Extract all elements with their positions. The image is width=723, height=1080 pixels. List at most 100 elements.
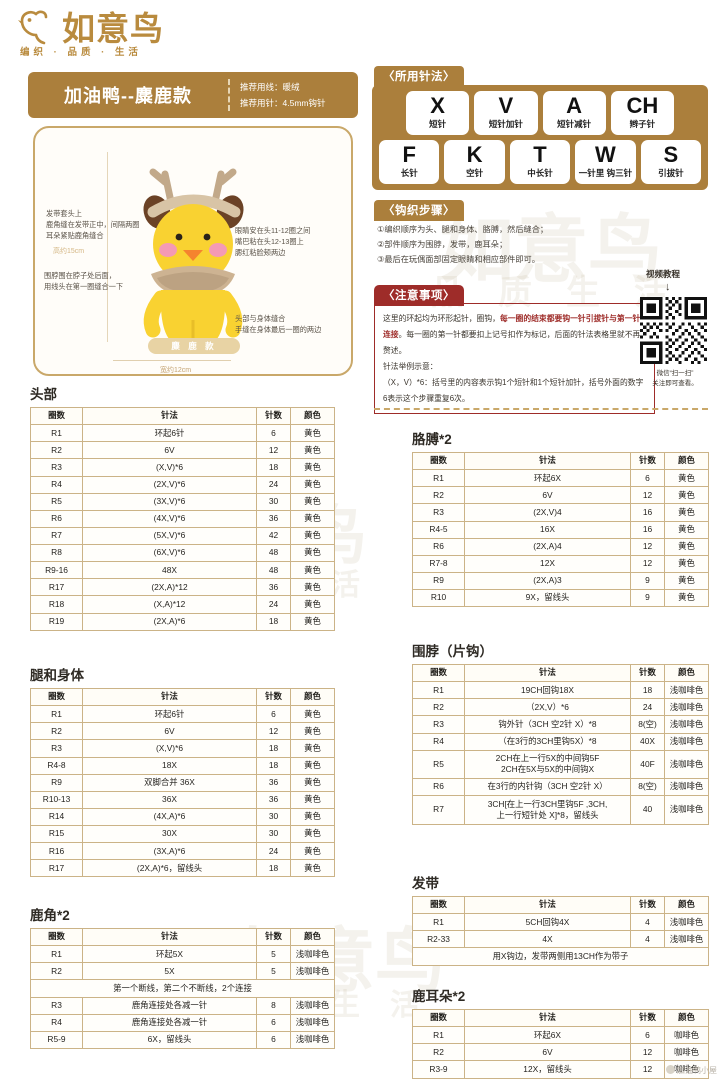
cell-color: 黄色 — [290, 578, 335, 597]
table-row: R9 双脚合并 36X 36 黄色 — [30, 773, 335, 792]
cell-round: R1 — [412, 1026, 465, 1045]
cell-round: R2-33 — [412, 930, 465, 949]
table-row: R4 鹿角连接处各减一针 6 浅咖啡色 — [30, 1013, 335, 1032]
cell-round: R3-9 — [412, 1060, 465, 1079]
cell-round: R2 — [30, 962, 83, 981]
cell-round: R19 — [30, 612, 83, 631]
cell-color: 黄色 — [290, 561, 335, 580]
cell-stitch: 12X — [464, 554, 631, 573]
note-paragraph-1: 这里的环起均为环形起针，圈钩，每一圈的结束都要钩一针引拔针与第一针连接。每一圈的… — [383, 314, 641, 355]
annotation-collar: 围脖围在脖子处后面， 用线头在第一圈缝合一下 — [44, 271, 124, 292]
cell-color: 浅咖啡色 — [664, 681, 709, 700]
cell-stitch: 36X — [82, 790, 257, 809]
table-row: R7 3CH[在上一行3CH里钩5F ,3CH, 上一行短针处 X]*8，留线头 4… — [412, 795, 709, 825]
table-row: R10 9X，留线头 9 黄色 — [412, 588, 709, 608]
cell-stitch: (4X,V)*6 — [82, 509, 257, 528]
cell-stitch: 48X — [82, 561, 257, 580]
yarn-recommendation: 推荐用线：暖绒 — [240, 81, 300, 92]
cell-count: 24 — [256, 842, 291, 861]
legend-heading-tab: 〈所用针法〉 — [374, 66, 464, 87]
cell-color: 黄色 — [664, 503, 709, 522]
cell-count: 42 — [256, 526, 291, 546]
table-row: R2 （2X,V）*6 24 浅咖啡色 — [412, 698, 709, 717]
stitch-symbol: S — [663, 142, 679, 168]
cell-color: 浅咖啡色 — [664, 778, 709, 797]
step-item: ②部件顺序为围脖，发带，鹿耳朵； — [377, 240, 508, 250]
table-row: R1 环起6X 6 咖啡色 — [412, 1026, 709, 1045]
table-row: R8 (6X,V)*6 48 黄色 — [30, 543, 335, 563]
cell-round: R15 — [30, 824, 83, 844]
pattern-table: 圈数 针法 针数 颜色 R1 环起6针 6 黄色 R2 6V 12 黄色 R3 (X,V)*6 18 黄色 R4… — [30, 406, 335, 631]
cell-color: 咖啡色 — [664, 1060, 709, 1079]
cell-stitch: 6X，留线头 — [82, 1030, 257, 1049]
brand-tagline: 编织 · 品质 · 生活 — [20, 47, 142, 58]
cell-count: 12 — [630, 1060, 665, 1079]
cell-stitch: 19CH回钩18X — [464, 681, 631, 700]
table-row: R2 6V 12 黄色 — [412, 486, 709, 505]
cell-round: R10-13 — [30, 790, 83, 809]
cell-round: R5-9 — [30, 1030, 83, 1049]
table-row: R1 环起6针 6 黄色 — [30, 705, 335, 724]
down-arrow-icon: ↓ — [665, 281, 671, 293]
table-title: 胳膊*2 — [412, 432, 452, 447]
cell-round: R1 — [412, 469, 465, 488]
cell-color: 黄色 — [290, 543, 335, 563]
cell-count: 40X — [630, 732, 665, 751]
table-row: R2 5X 5 浅咖啡色 — [30, 962, 335, 981]
table-header-row: 圈数 针法 针数 颜色 — [30, 406, 335, 426]
table-row: R1 环起6X 6 黄色 — [412, 469, 709, 488]
cell-color: 黄色 — [290, 807, 335, 827]
cell-color: 黄色 — [290, 824, 335, 844]
table-row: R4-5 16X 16 黄色 — [412, 520, 709, 539]
table-row: R1 环起5X 5 浅咖啡色 — [30, 945, 335, 964]
cell-stitch: 4X — [464, 930, 631, 949]
stitch-label: 一针里 钩三针 — [578, 168, 633, 179]
cell-round: R1 — [412, 681, 465, 700]
product-photo-card: 发带套头上 鹿角缝在发带正中，间隔两圈 耳朵紧贴鹿角缝合 围脖围在脖子处后面， … — [33, 126, 353, 376]
cell-stitch: 双脚合并 36X — [82, 773, 257, 792]
table-row: R1 5CH回钩4X 4 浅咖啡色 — [412, 913, 709, 932]
cell-count: 24 — [256, 595, 291, 614]
table-row: R3-9 12X，留线头 12 咖啡色 — [412, 1060, 709, 1079]
cell-count: 12 — [630, 486, 665, 505]
width-dimension-line — [113, 360, 231, 361]
cell-color: 黄色 — [290, 790, 335, 809]
table-title: 围脖（片钩） — [412, 644, 493, 659]
column-header: 针法 — [464, 451, 631, 471]
cell-round: R9 — [30, 773, 83, 792]
legend-item-v: V 短针加针 — [474, 91, 538, 135]
pattern-table: 圈数 针法 针数 颜色 R1 环起6X 6 咖啡色 R2 6V 12 咖啡色 R3-9 12X，留线头 12… — [412, 1008, 709, 1079]
table-row: R5-9 6X，留线头 6 浅咖啡色 — [30, 1030, 335, 1049]
cell-color: 黄色 — [290, 739, 335, 758]
column-header: 针法 — [82, 406, 257, 426]
cell-count: 48 — [256, 543, 291, 563]
cell-count: 6 — [630, 469, 665, 488]
cell-round: R6 — [30, 509, 83, 528]
cell-color: 黄色 — [290, 773, 335, 792]
cell-count: 12 — [630, 554, 665, 573]
cell-round: R3 — [30, 458, 83, 477]
cell-count: 6 — [256, 424, 291, 443]
cell-round: R3 — [412, 715, 465, 734]
legend-item-x: X 短针 — [406, 91, 470, 135]
cell-color: 黄色 — [664, 469, 709, 488]
cell-color: 浅咖啡色 — [664, 715, 709, 734]
qr-code-icon[interactable] — [640, 297, 707, 364]
dimension-height-label: 高约15cm — [53, 248, 85, 255]
column-header: 圈数 — [30, 927, 83, 947]
cell-count: 4 — [630, 930, 665, 949]
table-row: R5 (3X,V)*6 30 黄色 — [30, 492, 335, 511]
cell-color: 黄色 — [290, 859, 335, 878]
table-row: R2-33 4X 4 浅咖啡色 — [412, 930, 709, 949]
cell-color: 黄色 — [664, 571, 709, 591]
stitch-label: 中长针 — [527, 168, 553, 179]
cell-round: R7 — [412, 795, 465, 825]
column-header: 针数 — [630, 451, 665, 471]
cell-count: 8(空) — [630, 778, 665, 797]
cell-stitch: （在3行的3CH里钩5X）*8 — [464, 732, 631, 751]
cell-round: R4 — [30, 1013, 83, 1032]
cell-color: 黄色 — [290, 842, 335, 861]
steps-heading-tab: 〈钩织步骤〉 — [374, 200, 464, 221]
cell-color: 黄色 — [664, 554, 709, 573]
table-row: R17 (2X,A)*12 36 黄色 — [30, 578, 335, 597]
